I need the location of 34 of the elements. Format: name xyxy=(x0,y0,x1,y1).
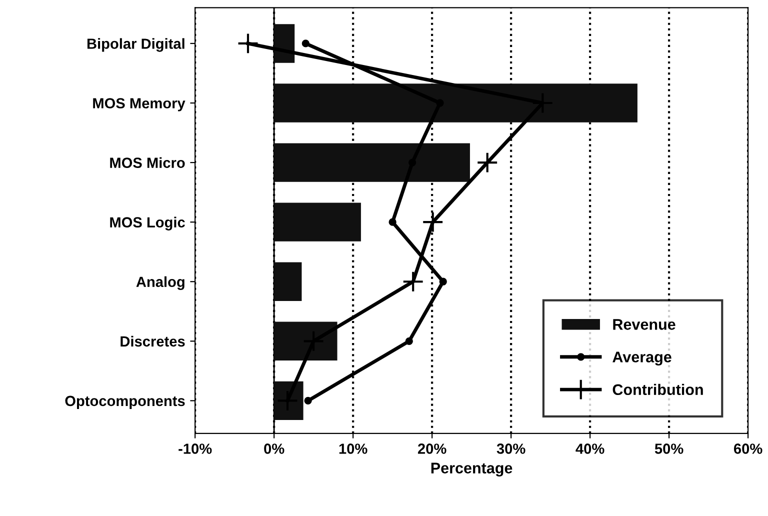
y-tick-label: MOS Logic xyxy=(110,216,185,230)
legend-label: Average xyxy=(612,352,672,366)
y-tick-label: Analog xyxy=(136,276,184,290)
bar xyxy=(274,143,470,182)
point xyxy=(402,270,424,292)
bar xyxy=(274,262,302,301)
x-axis-title: Percentage xyxy=(431,462,512,477)
x-tick-label: 40% xyxy=(576,444,604,454)
point xyxy=(237,32,259,54)
point xyxy=(388,218,396,226)
y-tick-label: MOS Memory xyxy=(93,98,186,112)
x-tick-label: 20% xyxy=(418,444,446,454)
x-tick-label: 60% xyxy=(734,444,762,454)
legend-label: Contribution xyxy=(612,384,703,396)
point xyxy=(405,337,413,345)
bar xyxy=(274,84,638,122)
bar xyxy=(274,24,295,63)
legend-label: Revenue xyxy=(613,319,676,330)
y-tick-label: Optocomponents xyxy=(65,396,185,410)
y-tick-label: Bipolar Digital xyxy=(87,38,184,52)
point xyxy=(304,396,312,405)
point xyxy=(439,278,447,286)
x-tick-label: 10% xyxy=(339,444,368,454)
point xyxy=(302,40,310,48)
y-tick-label: Discretes xyxy=(120,336,185,347)
x-tick-label: 30% xyxy=(496,444,526,454)
x-tick-label: -10% xyxy=(178,444,212,454)
point xyxy=(422,211,444,233)
y-tick-label: MOS Micro xyxy=(110,157,185,168)
x-tick-label: 50% xyxy=(654,444,684,454)
point xyxy=(476,152,498,174)
x-tick-label: 0% xyxy=(264,444,284,454)
bar xyxy=(274,202,361,242)
bar xyxy=(274,322,338,361)
